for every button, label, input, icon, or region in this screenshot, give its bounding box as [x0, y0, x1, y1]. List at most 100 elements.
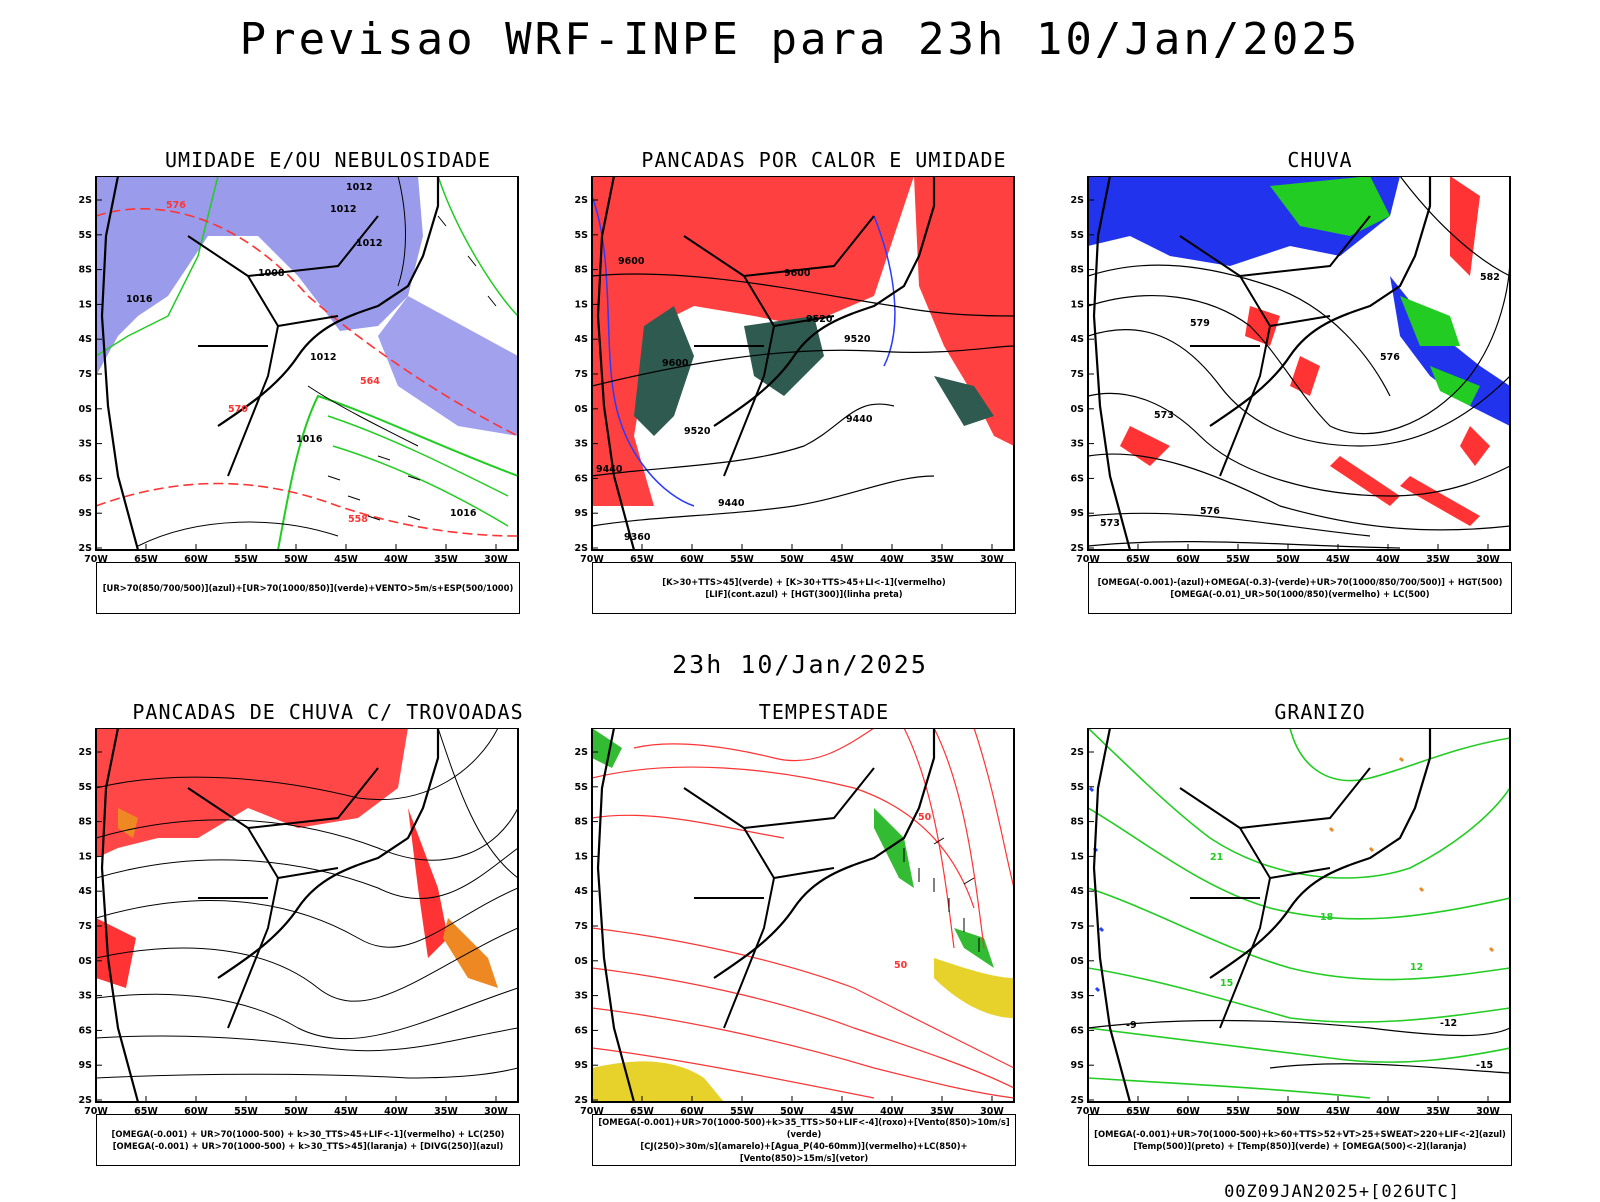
lat-tick-label: 18S — [574, 817, 588, 828]
lat-tick-label: 15S — [78, 782, 92, 793]
panel-umidade: UMIDADE E/OU NEBULOSIDADE 1012 1012 1012… — [78, 148, 578, 618]
rain-red-area — [1120, 176, 1490, 526]
lon-tick-label: 50W — [780, 554, 804, 565]
hgt500-black-contours — [1088, 264, 1391, 397]
lon-tick-label: 40W — [1376, 554, 1400, 565]
panel-tempestade: TEMPESTADE 50 50 12S15S18S21S24S27S30S3 — [574, 700, 1074, 1170]
svg-text:9440: 9440 — [718, 498, 745, 509]
lat-axis: 12S 15S 18S 21S 24S 27S 30S 33S 36S 39S 42S — [574, 195, 598, 554]
lon-axis: 70W 65W 60W 55W 50W 45W 40W 35W 30W — [84, 1096, 508, 1117]
lat-tick-label: 24S — [574, 886, 588, 897]
svg-text:-12: -12 — [1440, 1018, 1457, 1029]
lon-tick-label: 60W — [184, 554, 208, 565]
lat-tick-label: 21S — [78, 299, 92, 310]
legend-line: [OMEGA(-0.001) + UR>70(1000-500) + k>30_… — [111, 1129, 505, 1139]
rain-green-area — [1270, 176, 1390, 236]
lon-tick-label: 30W — [484, 554, 508, 565]
lat-tick-label: 27S — [574, 921, 588, 932]
lon-tick-label: 55W — [730, 554, 754, 565]
lon-tick-label: 70W — [1076, 554, 1100, 565]
panel-title: GRANIZO — [1274, 700, 1366, 724]
lat-tick-label: 42S — [78, 543, 92, 554]
lat-tick-label: 42S — [574, 543, 588, 554]
svg-text:1012: 1012 — [356, 238, 382, 249]
south-america-coastline — [100, 176, 440, 550]
lon-tick-label: 40W — [384, 1106, 408, 1117]
lat-tick-label: 21S — [574, 851, 588, 862]
svg-text:9600: 9600 — [784, 268, 811, 279]
lon-axis: 70W 65W 60W 55W 50W 45W 40W 35W 30W — [84, 544, 508, 565]
svg-text:582: 582 — [1480, 272, 1500, 283]
lon-tick-label: 45W — [1326, 554, 1350, 565]
lon-tick-label: 30W — [1476, 1106, 1500, 1117]
lat-tick-label: 33S — [574, 439, 588, 450]
wind-vectors — [327, 215, 497, 521]
humidity-blue-area — [96, 176, 423, 376]
lon-tick-label: 55W — [1226, 1106, 1250, 1117]
lon-tick-label: 55W — [234, 1106, 258, 1117]
svg-text:50: 50 — [918, 812, 932, 823]
lat-tick-label: 39S — [1070, 508, 1084, 519]
lat-tick-label: 42S — [78, 1095, 92, 1106]
lat-tick-label: 33S — [574, 991, 588, 1002]
legend-line: [LIF](cont.azul) + [HGT(300)](linha pret… — [705, 589, 903, 599]
lon-tick-label: 60W — [680, 1106, 704, 1117]
lon-tick-label: 35W — [930, 1106, 954, 1117]
svg-text:9440: 9440 — [596, 464, 623, 475]
instability-green-area — [634, 306, 694, 436]
svg-text:558: 558 — [348, 514, 368, 525]
svg-text:573: 573 — [1154, 410, 1174, 421]
lifted-index-blue-contours — [592, 195, 695, 507]
south-america-coastline — [596, 728, 936, 1102]
legend: [OMEGA(-0.001)+UR>70(1000-500)+k>60+TTS>… — [1088, 1114, 1512, 1166]
lat-tick-label: 33S — [1070, 991, 1084, 1002]
contour-labels: 9600 9600 9600 9520 9520 9520 9440 9440 … — [596, 256, 873, 543]
lat-tick-label: 21S — [574, 299, 588, 310]
lon-tick-label: 55W — [234, 554, 258, 565]
lat-tick-label: 12S — [78, 747, 92, 758]
temp500-black-contours — [1088, 1019, 1510, 1037]
lat-tick-label: 27S — [78, 369, 92, 380]
lat-tick-label: 15S — [1070, 782, 1084, 793]
legend-line: [CJ(250)>30m/s](amarelo)+[Agua_P(40-60mm… — [640, 1141, 968, 1163]
svg-text:9440: 9440 — [846, 414, 873, 425]
lat-tick-label: 33S — [78, 439, 92, 450]
country-borders — [1179, 215, 1371, 477]
svg-text:1016: 1016 — [450, 508, 477, 519]
svg-text:1012: 1012 — [330, 204, 356, 215]
legend-line: [K>30+TTS>45](verde) + [K>30+TTS>45+LI<-… — [662, 577, 946, 587]
lon-axis: 70W 65W 60W 55W 50W 45W 40W 35W 30W — [1076, 544, 1500, 565]
humidity-green-contours — [276, 394, 518, 550]
lon-tick-label: 55W — [730, 1106, 754, 1117]
lat-tick-label: 36S — [78, 1025, 92, 1036]
lat-tick-label: 15S — [78, 230, 92, 241]
map-chuva: 582 579 576 573 576 573 12S 15S 18S 21S 24S 2… — [1070, 176, 1511, 565]
lat-axis: 12S 15S 18S 21S 24S 27S 30S 33S 36S 39S 42S — [1070, 195, 1094, 554]
lat-tick-label: 36S — [78, 473, 92, 484]
map-granizo: 21 18 15 12 -12 -15 -9 12S 15S 18S 21S 24S 27… — [1070, 728, 1511, 1117]
svg-text:570: 570 — [228, 404, 248, 415]
lat-tick-label: 27S — [1070, 921, 1084, 932]
svg-text:579: 579 — [1190, 318, 1210, 329]
lat-tick-label: 33S — [1070, 439, 1084, 450]
lat-tick-label: 39S — [574, 508, 588, 519]
lat-tick-label: 36S — [574, 473, 588, 484]
svg-text:-15: -15 — [1476, 1060, 1493, 1071]
legend: [OMEGA(-0.001)-(azul)+OMEGA(-0.3)-(verde… — [1088, 562, 1512, 614]
lat-tick-label: 30S — [78, 956, 92, 967]
lat-tick-label: 30S — [1070, 956, 1084, 967]
country-borders — [187, 215, 379, 477]
svg-text:564: 564 — [360, 376, 380, 387]
south-america-coastline — [1092, 176, 1432, 550]
page-title: Previsao WRF-INPE para 23h 10/Jan/2025 — [239, 14, 1361, 65]
lat-tick-label: 15S — [574, 230, 588, 241]
legend-line: [OMEGA(-0.001)-(azul)+OMEGA(-0.3)-(verde… — [1097, 577, 1503, 587]
lat-tick-label: 42S — [574, 1095, 588, 1106]
lon-tick-label: 70W — [84, 1106, 108, 1117]
thunderstorm-orange-area — [443, 918, 498, 988]
panel-title: CHUVA — [1287, 148, 1353, 172]
south-america-coastline — [596, 176, 936, 550]
lat-tick-label: 42S — [1070, 1095, 1084, 1106]
svg-text:9600: 9600 — [618, 256, 645, 267]
lon-tick-label: 45W — [830, 1106, 854, 1117]
